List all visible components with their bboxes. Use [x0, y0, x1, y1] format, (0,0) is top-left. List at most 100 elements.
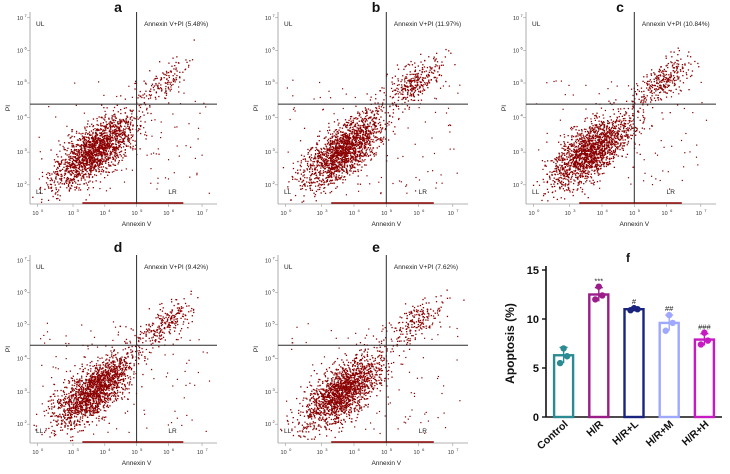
x-tick-exponent: 3	[325, 208, 328, 213]
scatter-dot	[88, 151, 90, 154]
scatter-dot	[575, 142, 578, 144]
scatter-dot	[111, 171, 113, 173]
scatter-dot	[369, 117, 371, 119]
scatter-dot	[45, 182, 48, 184]
scatter-dot	[109, 127, 112, 129]
scatter-dot	[297, 169, 299, 171]
scatter-dot	[345, 148, 347, 150]
scatter-dot	[113, 158, 115, 160]
scatter-dot	[610, 150, 613, 152]
scatter-dot	[329, 143, 331, 145]
scatter-dot	[366, 120, 368, 122]
scatter-dot	[38, 136, 40, 138]
scatter-dot	[609, 157, 611, 159]
scatter-dot	[322, 179, 324, 181]
scatter-dot	[61, 159, 63, 162]
scatter-dot	[356, 127, 358, 129]
scatter-dot	[333, 166, 335, 168]
scatter-dot	[434, 59, 436, 61]
scatter-dot	[129, 146, 131, 148]
scatter-dot	[332, 150, 334, 152]
scatter-dot	[368, 125, 370, 127]
scatter-dot	[111, 118, 113, 120]
scatter-dot	[116, 139, 118, 142]
scatter-dot	[365, 140, 368, 142]
scatter-dot	[123, 142, 125, 144]
scatter-dot	[123, 131, 125, 133]
scatter-dot	[324, 167, 326, 169]
scatter-dot	[383, 106, 385, 109]
scatter-dot	[354, 155, 356, 157]
scatter-dot	[103, 136, 105, 138]
scatter-dot	[345, 159, 348, 161]
scatter-dot	[86, 167, 88, 170]
scatter-dot	[579, 138, 581, 140]
scatter-dot	[417, 88, 419, 90]
scatter-dot	[592, 134, 594, 136]
scatter-dot	[410, 99, 412, 101]
scatter-dot	[91, 166, 93, 168]
scatter-dot	[577, 184, 579, 186]
scatter-dot	[359, 137, 361, 139]
scatter-dot	[55, 188, 57, 191]
scatter-dot	[603, 164, 605, 166]
scatter-dot	[85, 164, 87, 166]
scatter-dot	[634, 126, 636, 129]
scatter-dot	[113, 130, 116, 132]
scatter-dot	[375, 152, 377, 154]
scatter-dot	[406, 89, 409, 91]
scatter-dot	[413, 73, 415, 76]
scatter-dot	[315, 185, 317, 187]
x-tick-label: 10	[68, 211, 74, 217]
scatter-dot	[370, 116, 372, 118]
scatter-dot	[105, 162, 107, 164]
scatter-dot	[80, 133, 82, 135]
scatter-dot	[359, 154, 361, 156]
scatter-dot	[587, 156, 589, 158]
scatter-dot	[328, 164, 330, 167]
scatter-dot	[82, 136, 84, 138]
scatter-dot	[575, 129, 577, 131]
scatter-dot	[101, 161, 104, 163]
scatter-dot	[575, 176, 577, 178]
scatter-dot	[324, 164, 326, 166]
scatter-dot	[121, 138, 123, 140]
scatter-dot	[81, 168, 84, 170]
scatter-dot	[335, 161, 337, 163]
scatter-dot	[347, 142, 349, 145]
scatter-dot	[72, 159, 75, 161]
scatter-dot	[323, 162, 326, 164]
scatter-dot	[420, 53, 422, 55]
scatter-dot	[423, 77, 425, 79]
scatter-dot	[95, 149, 97, 151]
scatter-dot	[344, 135, 346, 137]
scatter-dot	[104, 129, 106, 132]
scatter-dot	[89, 164, 91, 166]
scatter-dot	[375, 128, 377, 130]
scatter-dot	[579, 175, 581, 177]
scatter-dot	[94, 143, 96, 146]
scatter-dot	[113, 121, 115, 124]
scatter-dot	[95, 148, 97, 150]
scatter-dot	[153, 85, 155, 87]
scatter-dot	[541, 160, 544, 162]
scatter-dot	[359, 152, 361, 155]
scatter-dot	[139, 124, 141, 127]
scatter-dot	[41, 175, 44, 178]
scatter-dot	[90, 171, 92, 173]
x-tick-label: 10	[381, 211, 387, 217]
scatter-dot	[293, 107, 295, 109]
scatter-dot	[320, 147, 322, 150]
scatter-dot	[106, 134, 108, 136]
scatter-dot	[165, 85, 167, 88]
scatter-dot	[329, 145, 331, 147]
scatter-dot	[603, 131, 605, 133]
scatter-dot	[86, 161, 89, 163]
x-tick-exponent: 5	[140, 208, 143, 213]
scatter-dot	[87, 164, 89, 166]
scatter-dot	[336, 146, 338, 148]
scatter-dot	[431, 137, 433, 139]
scatter-dot	[363, 133, 365, 135]
scatter-dot	[579, 141, 581, 143]
scatter-dot	[178, 62, 180, 64]
